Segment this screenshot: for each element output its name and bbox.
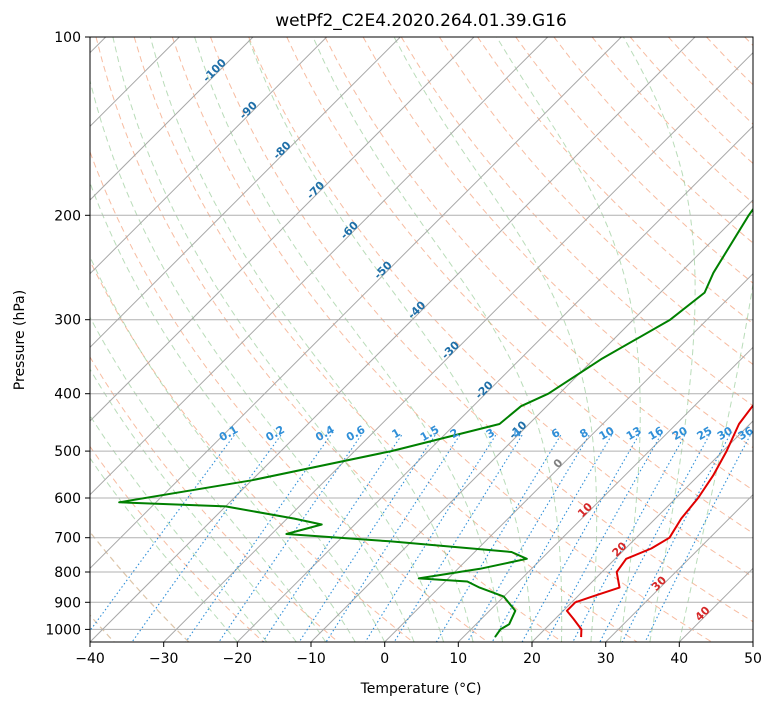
dry-adiabat-line: [248, 37, 753, 578]
mixing-ratio-lines: [90, 434, 751, 642]
moist-adiabat-line: [149, 37, 474, 642]
x-tick-label: 0: [380, 651, 389, 667]
dry-adiabat-line: [438, 37, 753, 366]
chart-title: wetPf2_C2E4.2020.264.01.39.G16: [275, 11, 567, 31]
mixing-ratio-line: [521, 434, 640, 642]
moist-adiabat-line: [496, 37, 641, 642]
mixing-ratio-label: 36: [736, 424, 756, 443]
mixing-ratio-line: [393, 434, 523, 642]
moist-adiabat-line: [194, 37, 503, 642]
mixing-ratio-line: [185, 434, 332, 642]
moist-adiabat-line: [90, 316, 327, 642]
x-tick-label: −10: [296, 651, 326, 667]
mixing-ratio-line: [218, 434, 362, 642]
isotherm-line: [163, 51, 753, 642]
mixing-ratio-line: [491, 434, 613, 642]
y-tick-label: 400: [54, 387, 81, 403]
x-axis-ticks: −40 −30 −20 −10 0 10 20 30 40 50: [75, 642, 762, 667]
dry-adiabat-line: [133, 37, 638, 642]
x-tick-label: −40: [75, 651, 105, 667]
y-tick-label: 800: [54, 565, 81, 581]
isotherm-line: [90, 37, 622, 570]
isotherm-line: [90, 37, 401, 349]
moist-adiabat-line: [678, 280, 753, 642]
mixing-ratio-line: [435, 434, 562, 642]
x-tick-label: 40: [670, 651, 688, 667]
dry-adiabat-line: [171, 37, 712, 642]
moist-adiabat-line: [90, 414, 268, 642]
isotherm-line: [90, 37, 254, 201]
mixing-ratio-line: [298, 434, 436, 642]
y-tick-label: 300: [54, 313, 81, 329]
x-tick-label: 20: [523, 651, 541, 667]
isotherm-line: [90, 37, 696, 642]
mixing-ratio-line: [90, 434, 235, 632]
dry-adiabat-line: [324, 37, 753, 491]
mixing-ratio-line: [131, 434, 282, 642]
mixing-ratio-line: [599, 434, 710, 642]
moist-adiabat-line: [312, 37, 563, 642]
isotherm-line: [605, 493, 753, 642]
isotherm-line: [531, 420, 753, 642]
dry-adiabat-line: [477, 37, 753, 325]
y-tick-label: 1000: [45, 622, 81, 638]
y-tick-label: 100: [54, 30, 81, 46]
isotherm-line: [90, 37, 549, 496]
moist-adiabat-line: [90, 368, 297, 642]
x-tick-label: 50: [744, 651, 762, 667]
y-tick-label: 500: [54, 444, 81, 460]
dry-adiabat-line: [210, 37, 753, 623]
dry-adiabat-line: [95, 37, 563, 642]
mixing-ratio-line: [364, 434, 497, 642]
y-tick-label: 900: [54, 595, 81, 611]
temperature-profile-line: [565, 403, 753, 638]
moist-adiabat-line: [90, 181, 386, 642]
y-tick-label: 200: [54, 208, 81, 224]
isotherm-line: [236, 125, 753, 642]
y-axis-label: Pressure (hPa): [12, 290, 28, 390]
skewed-isotherms: [90, 37, 753, 642]
moist-adiabat-line: [90, 457, 238, 642]
moist-adiabat-line: [112, 37, 445, 642]
isotherm-line: [310, 199, 753, 642]
dewpoint-profile-line: [118, 207, 753, 638]
x-tick-label: 30: [597, 651, 615, 667]
y-axis-ticks: 100 200 300 400 500 600 700 800 900 1000: [45, 30, 90, 638]
mixing-ratio-line: [644, 434, 751, 642]
moist-adiabat-line: [622, 37, 696, 642]
sounding-profiles: [118, 207, 753, 638]
x-tick-label: −20: [223, 651, 253, 667]
y-tick-label: 600: [54, 491, 81, 507]
isotherm-line: [90, 37, 328, 275]
mixing-ratio-line: [545, 434, 662, 642]
dry-adiabat-line: [90, 445, 264, 642]
x-tick-label: 10: [449, 651, 467, 667]
mixing-ratio-line: [466, 434, 590, 642]
dry-adiabats: [90, 37, 753, 642]
moist-adiabat-line: [393, 37, 598, 642]
x-axis-label: Temperature (°C): [360, 681, 482, 697]
x-tick-label: −30: [149, 651, 179, 667]
pressure-gridlines: [90, 37, 753, 630]
moist-adiabat-line: [90, 255, 356, 642]
moist-adiabat-line: [247, 37, 533, 642]
isotherm-line: [457, 346, 753, 642]
dry-adiabat-line: [90, 356, 339, 642]
isotherm-line: [90, 37, 475, 422]
plot-frame: [89, 36, 754, 643]
y-tick-label: 700: [54, 531, 81, 547]
dry-adiabat-line: [90, 150, 488, 642]
isotherm-line: [384, 272, 753, 642]
